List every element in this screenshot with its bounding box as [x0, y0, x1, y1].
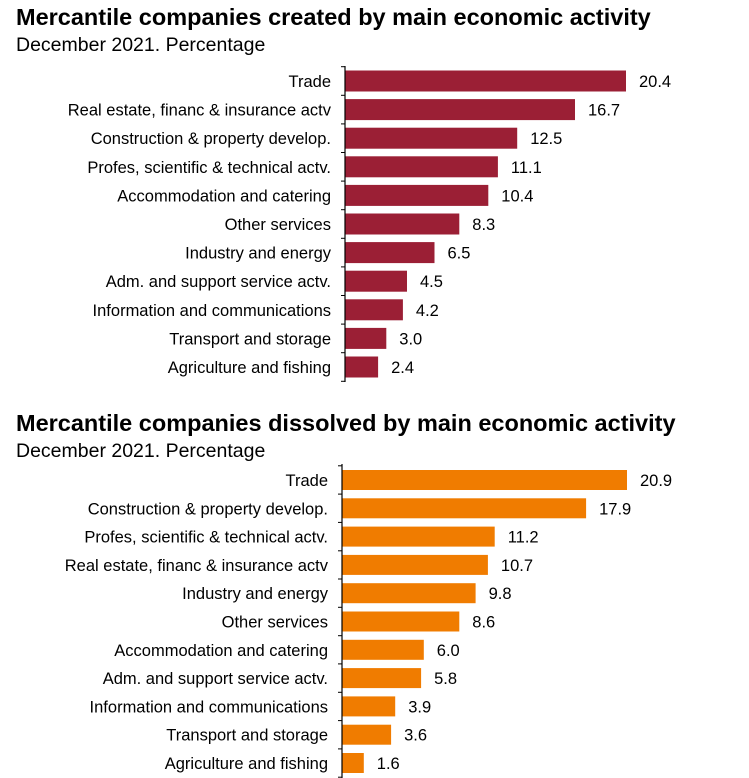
- value-label: 2.4: [391, 359, 414, 377]
- bar: [345, 327, 387, 349]
- value-label: 4.2: [416, 302, 439, 320]
- category-label: Adm. and support service actv.: [103, 670, 328, 688]
- category-label: Information and communications: [90, 698, 328, 716]
- bar: [342, 753, 364, 773]
- category-label: Transport and storage: [169, 330, 331, 348]
- value-label: 6.0: [437, 642, 460, 660]
- category-label: Other services: [222, 614, 328, 632]
- category-label: Industry and energy: [182, 585, 329, 603]
- bar: [345, 70, 626, 92]
- value-label: 10.4: [501, 187, 533, 205]
- value-label: 1.6: [377, 755, 400, 773]
- value-label: 3.9: [408, 698, 431, 716]
- created-bar-chart: Trade 20.4 Real estate, financ & insurance…: [68, 66, 671, 382]
- category-label: Other services: [225, 216, 331, 234]
- bar: [342, 611, 460, 632]
- bar: [342, 668, 422, 689]
- value-label: 11.2: [508, 529, 539, 547]
- bar: [342, 498, 587, 519]
- chart-title: Mercantile companies created by main eco…: [16, 4, 651, 30]
- bar: [342, 724, 392, 745]
- value-label: 6.5: [448, 245, 471, 263]
- value-label: 17.9: [599, 500, 631, 518]
- category-label: Accommodation and catering: [117, 187, 331, 205]
- category-label: Profes, scientific & technical actv.: [87, 159, 331, 177]
- category-label: Agriculture and fishing: [168, 359, 331, 377]
- bar: [345, 213, 460, 235]
- bar: [345, 270, 407, 292]
- value-label: 20.4: [639, 73, 671, 91]
- value-label: 12.5: [530, 130, 562, 148]
- bar: [345, 299, 403, 321]
- value-label: 16.7: [588, 102, 620, 120]
- value-label: 9.8: [489, 585, 512, 603]
- bar: [345, 242, 435, 264]
- value-label: 4.5: [420, 273, 443, 291]
- value-label: 10.7: [501, 557, 533, 575]
- category-label: Profes, scientific & technical actv.: [84, 529, 328, 547]
- value-label: 8.3: [472, 216, 495, 234]
- bar: [345, 184, 489, 206]
- category-label: Construction & property develop.: [88, 500, 328, 518]
- category-label: Trade: [289, 73, 332, 91]
- bar: [342, 470, 627, 490]
- category-label: Information and communications: [93, 302, 331, 320]
- category-label: Adm. and support service actv.: [106, 273, 331, 291]
- bar: [342, 583, 476, 604]
- category-label: Construction & property develop.: [91, 130, 331, 148]
- category-label: Accommodation and catering: [114, 642, 328, 660]
- category-label: Real estate, financ & insurance actv: [68, 102, 332, 120]
- bar: [345, 156, 498, 178]
- bar: [342, 639, 424, 660]
- value-label: 3.6: [404, 727, 427, 745]
- chart-subtitle: December 2021. Percentage: [16, 34, 266, 56]
- value-label: 5.8: [434, 670, 457, 688]
- category-label: Agriculture and fishing: [165, 755, 328, 773]
- dissolved-bar-chart: Trade 20.9 Construction & property develop…: [65, 464, 672, 778]
- category-label: Trade: [286, 472, 329, 490]
- bar: [342, 554, 488, 575]
- bar: [342, 696, 396, 717]
- value-label: 20.9: [640, 472, 672, 490]
- category-label: Real estate, financ & insurance actv: [65, 557, 329, 575]
- bar: [342, 526, 495, 547]
- bar: [345, 99, 575, 121]
- chart-title: Mercantile companies dissolved by main e…: [16, 410, 676, 436]
- chart-subtitle: December 2021. Percentage: [16, 440, 266, 462]
- bar: [345, 127, 518, 149]
- category-label: Industry and energy: [185, 245, 332, 263]
- value-label: 8.6: [472, 614, 495, 632]
- value-label: 11.1: [511, 159, 542, 177]
- bar: [345, 356, 379, 378]
- value-label: 3.0: [399, 330, 422, 348]
- category-label: Transport and storage: [166, 727, 328, 745]
